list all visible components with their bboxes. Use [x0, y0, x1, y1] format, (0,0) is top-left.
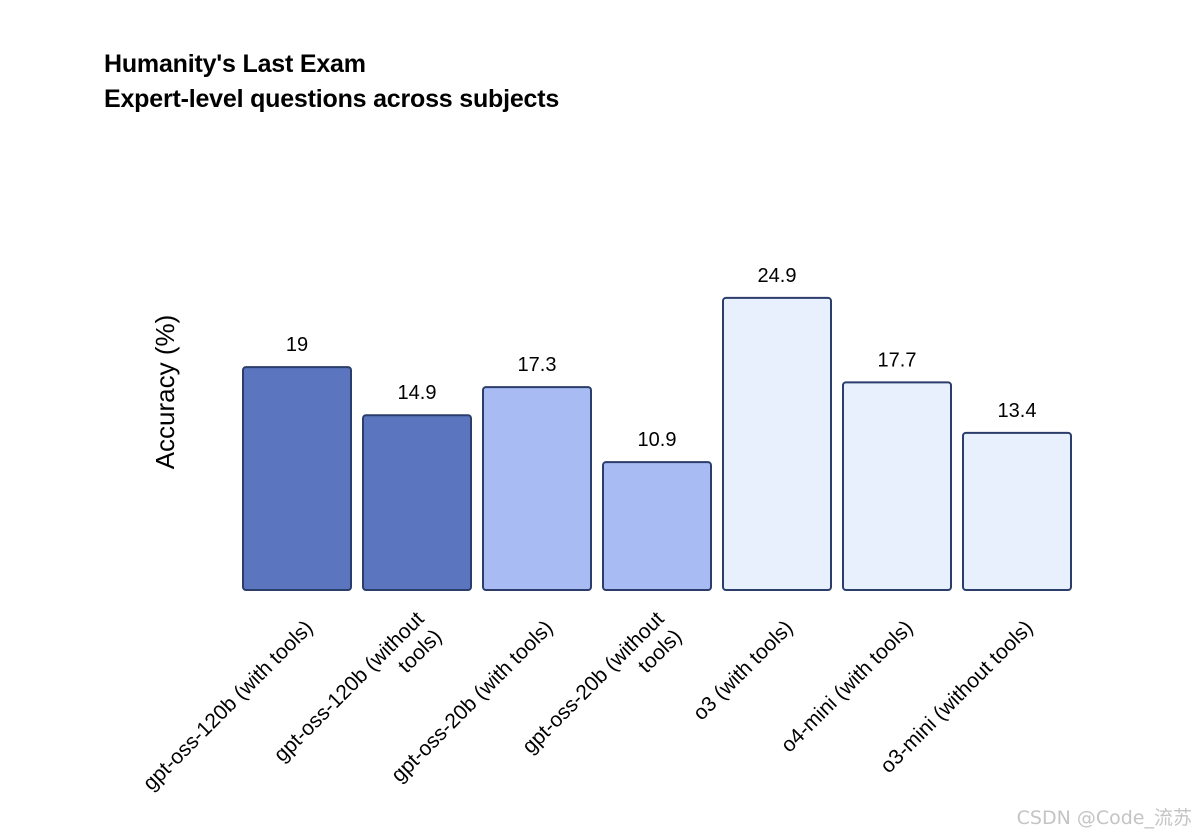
chart-title-block: Humanity's Last Exam Expert-level questi…	[104, 47, 559, 117]
x-tick-label-line: o4-mini (with tools)	[777, 616, 918, 757]
x-tick-label-5: o4-mini (with tools)	[777, 616, 918, 757]
bar-value-label-3: 10.9	[638, 429, 677, 451]
bar-4	[722, 296, 832, 591]
bar-1	[362, 414, 472, 591]
x-tick-label-4: o3 (with tools)	[689, 616, 798, 725]
bar-value-label-0: 19	[286, 334, 308, 356]
bar-5	[842, 381, 952, 591]
bar-value-label-6: 13.4	[998, 400, 1037, 422]
watermark: CSDN @Code_流苏	[1016, 807, 1192, 829]
bar-0	[242, 366, 352, 591]
bar-value-label-5: 17.7	[878, 349, 917, 371]
y-axis-label: Accuracy (%)	[150, 315, 180, 470]
chart-title: Humanity's Last Exam	[104, 50, 366, 78]
bar-3	[602, 461, 712, 592]
bar-value-label-1: 14.9	[398, 382, 437, 404]
x-tick-label-0: gpt-oss-120b (with tools)	[139, 616, 318, 795]
bar-value-label-2: 17.3	[518, 354, 557, 376]
bar-value-label-4: 24.9	[758, 265, 797, 287]
chart-subtitle: Expert-level questions across subjects	[104, 85, 560, 113]
bar-6	[962, 431, 1072, 591]
x-tick-label-line: gpt-oss-120b (with tools)	[139, 616, 318, 795]
bar-2	[482, 386, 592, 592]
x-tick-label-line: o3 (with tools)	[689, 616, 798, 725]
